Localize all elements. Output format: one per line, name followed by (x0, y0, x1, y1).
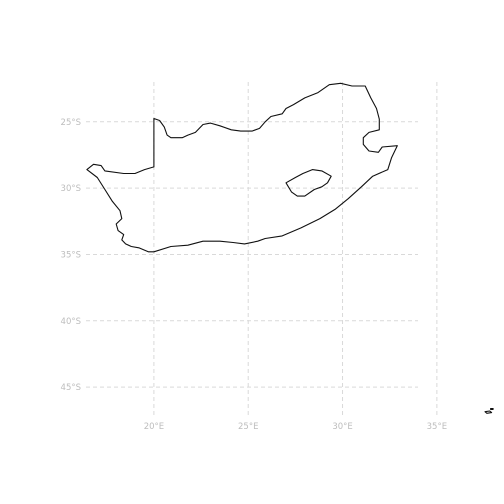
lat-tick-label: 35°S (61, 250, 81, 260)
prince-edward-islands-outline (484, 410, 493, 414)
latitude-gridlines (86, 121, 418, 388)
country-outlines (86, 82, 494, 414)
lat-tick-label: 45°S (61, 383, 81, 393)
lon-tick-label: 25°E (238, 422, 258, 432)
lat-tick-label: 25°S (61, 118, 81, 128)
lon-tick-label: 20°E (144, 422, 164, 432)
south-africa-outline (86, 82, 398, 253)
longitude-tick-labels: 20°E 25°E 30°E 35°E (144, 422, 447, 432)
latitude-tick-labels: 25°S 30°S 35°S 40°S 45°S (61, 118, 81, 393)
lesotho-outline (285, 169, 332, 197)
prince-edward-islands-outline (490, 408, 494, 410)
lon-tick-label: 30°E (332, 422, 352, 432)
lon-tick-label: 35°E (427, 422, 447, 432)
lat-tick-label: 40°S (61, 317, 81, 327)
lat-tick-label: 30°S (61, 184, 81, 194)
